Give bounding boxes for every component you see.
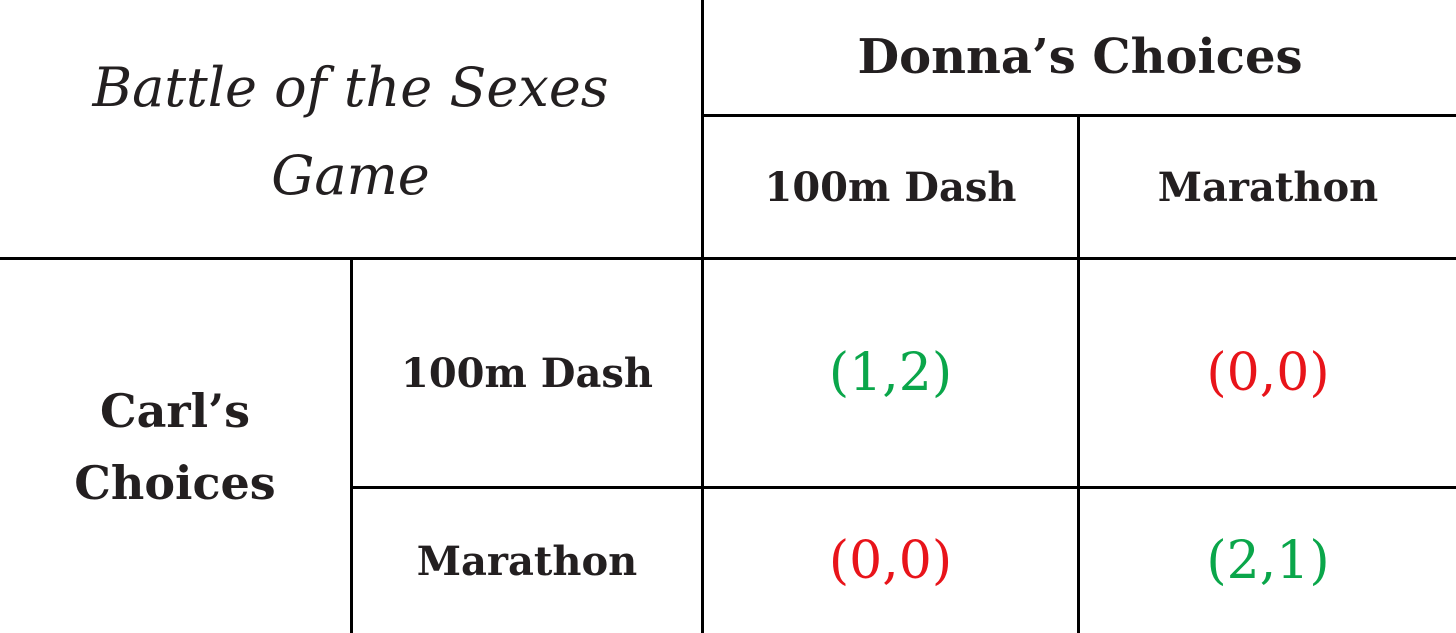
game-title-line1: Battle of the Sexes bbox=[92, 56, 609, 119]
column-header-marathon: Marathon bbox=[1157, 163, 1379, 211]
divider-vertical-columns bbox=[1077, 114, 1080, 633]
divider-vertical-main bbox=[701, 0, 704, 633]
row-header-100m-dash: 100m Dash bbox=[401, 349, 653, 397]
row-player-label-line2: Choices bbox=[74, 455, 276, 510]
row-header-marathon: Marathon bbox=[416, 537, 638, 585]
game-title-line2: Game bbox=[271, 144, 430, 207]
game-title: Battle of the Sexes Game bbox=[0, 44, 701, 220]
payoff-cell: (2,1) bbox=[1206, 531, 1330, 591]
column-player-label: Donna’s Choices bbox=[857, 29, 1303, 85]
payoff-cell: (0,0) bbox=[1206, 343, 1330, 403]
row-player-label-line1: Carl’s bbox=[99, 383, 251, 438]
payoff-cell: (0,0) bbox=[828, 531, 953, 591]
row-player-label: Carl’s Choices bbox=[0, 260, 350, 633]
payoff-cell: (1,2) bbox=[828, 343, 953, 403]
divider-vertical-row-labels bbox=[350, 257, 353, 633]
divider-horizontal-body-top bbox=[0, 257, 1456, 260]
column-header-100m-dash: 100m Dash bbox=[764, 163, 1017, 211]
divider-horizontal-rows bbox=[350, 486, 1456, 489]
